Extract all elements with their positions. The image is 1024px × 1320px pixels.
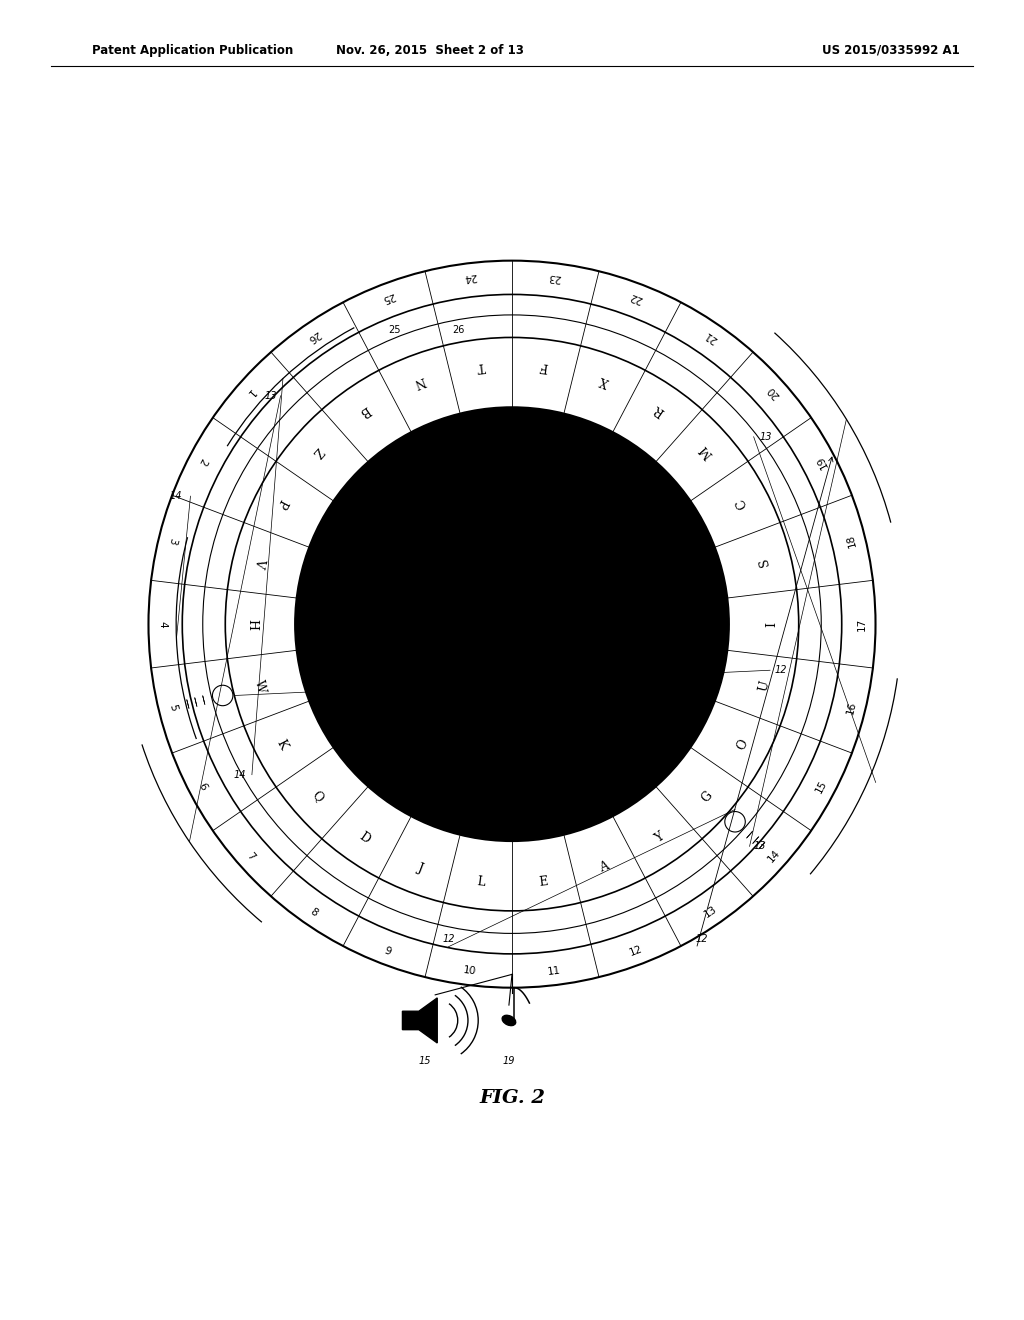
Text: 16: 16: [845, 700, 858, 715]
Text: 25: 25: [380, 290, 396, 304]
Text: 14: 14: [766, 847, 782, 865]
Text: 11: 11: [547, 965, 561, 977]
Text: 13: 13: [264, 391, 276, 401]
Text: 1: 1: [245, 387, 256, 399]
Text: Patent Application Publication: Patent Application Publication: [92, 44, 294, 57]
Text: 12: 12: [774, 665, 786, 676]
Circle shape: [295, 407, 729, 841]
Text: Z: Z: [309, 444, 325, 459]
Text: 24: 24: [463, 271, 477, 282]
Text: 9: 9: [383, 945, 393, 957]
Text: 26: 26: [305, 329, 322, 345]
Text: W: W: [252, 678, 267, 694]
Text: F: F: [539, 359, 549, 374]
Text: 8: 8: [308, 906, 318, 917]
Text: 18: 18: [845, 533, 858, 548]
Text: N: N: [413, 374, 427, 389]
Text: 10: 10: [463, 965, 477, 977]
Text: R: R: [652, 403, 668, 418]
Text: I: I: [766, 622, 778, 627]
Text: 17: 17: [857, 618, 866, 631]
Text: B: B: [356, 403, 372, 418]
Text: S: S: [757, 556, 772, 568]
Text: Q: Q: [309, 788, 326, 805]
Text: 19: 19: [503, 1056, 515, 1067]
Text: E: E: [538, 875, 549, 890]
Text: T: T: [476, 359, 485, 374]
Text: 12: 12: [442, 933, 455, 944]
Text: U: U: [757, 680, 772, 693]
Text: Nov. 26, 2015  Sheet 2 of 13: Nov. 26, 2015 Sheet 2 of 13: [336, 44, 524, 57]
Text: 12: 12: [695, 933, 708, 944]
Text: X: X: [598, 374, 610, 388]
Polygon shape: [402, 998, 437, 1043]
Text: G: G: [698, 788, 715, 805]
Text: 22: 22: [628, 290, 644, 304]
Text: M: M: [697, 442, 716, 461]
Text: K: K: [273, 738, 290, 752]
Text: 14: 14: [233, 770, 246, 780]
Text: 13: 13: [754, 841, 766, 851]
Text: FIG. 2: FIG. 2: [479, 1089, 545, 1107]
Text: D: D: [356, 830, 372, 846]
Text: P: P: [274, 496, 290, 510]
Text: 26: 26: [453, 325, 465, 335]
Text: 25: 25: [388, 325, 400, 335]
Text: US 2015/0335992 A1: US 2015/0335992 A1: [822, 44, 959, 57]
Text: 15: 15: [814, 779, 829, 795]
Text: H: H: [246, 619, 258, 630]
Text: 21: 21: [702, 329, 719, 345]
Text: L: L: [476, 875, 485, 890]
Text: 14: 14: [170, 491, 182, 502]
Text: O: O: [734, 738, 751, 752]
Text: A: A: [598, 859, 610, 875]
Text: 13: 13: [760, 432, 772, 442]
Text: Y: Y: [652, 830, 667, 846]
Text: 7: 7: [245, 850, 256, 862]
Text: 12: 12: [628, 944, 644, 958]
Text: 15: 15: [419, 1056, 431, 1067]
Ellipse shape: [502, 1015, 516, 1026]
Text: 2: 2: [197, 457, 208, 467]
Text: 3: 3: [167, 536, 178, 545]
Text: J: J: [415, 861, 424, 874]
Text: C: C: [734, 496, 751, 511]
Text: 23: 23: [547, 271, 561, 282]
Text: V: V: [252, 556, 267, 568]
Text: 6: 6: [197, 781, 208, 792]
Text: 13: 13: [702, 904, 719, 920]
Text: 20: 20: [766, 384, 782, 400]
Text: 5: 5: [167, 704, 178, 713]
Text: 4: 4: [158, 620, 167, 627]
Text: 19: 19: [814, 454, 829, 470]
